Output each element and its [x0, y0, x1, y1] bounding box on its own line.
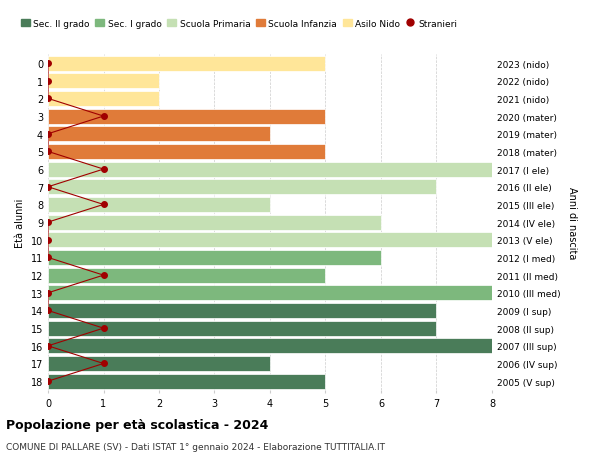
Bar: [48, 251, 381, 265]
Bar: [48, 374, 325, 389]
Text: Popolazione per età scolastica - 2024: Popolazione per età scolastica - 2024: [6, 418, 268, 431]
Bar: [48, 180, 436, 195]
Bar: [48, 321, 436, 336]
Bar: [48, 109, 325, 124]
Legend: Sec. II grado, Sec. I grado, Scuola Primaria, Scuola Infanzia, Asilo Nido, Stran: Sec. II grado, Sec. I grado, Scuola Prim…: [17, 16, 461, 32]
Bar: [48, 162, 492, 177]
Bar: [48, 268, 325, 283]
Bar: [48, 197, 270, 213]
Bar: [48, 92, 159, 106]
Bar: [48, 303, 436, 318]
Bar: [48, 127, 270, 142]
Bar: [48, 145, 325, 160]
Text: COMUNE DI PALLARE (SV) - Dati ISTAT 1° gennaio 2024 - Elaborazione TUTTITALIA.IT: COMUNE DI PALLARE (SV) - Dati ISTAT 1° g…: [6, 442, 385, 451]
Bar: [48, 285, 492, 301]
Y-axis label: Età alunni: Età alunni: [15, 198, 25, 247]
Bar: [48, 56, 325, 72]
Y-axis label: Anni di nascita: Anni di nascita: [567, 186, 577, 259]
Bar: [48, 356, 270, 371]
Bar: [48, 74, 159, 89]
Bar: [48, 339, 492, 353]
Bar: [48, 215, 381, 230]
Bar: [48, 233, 492, 248]
